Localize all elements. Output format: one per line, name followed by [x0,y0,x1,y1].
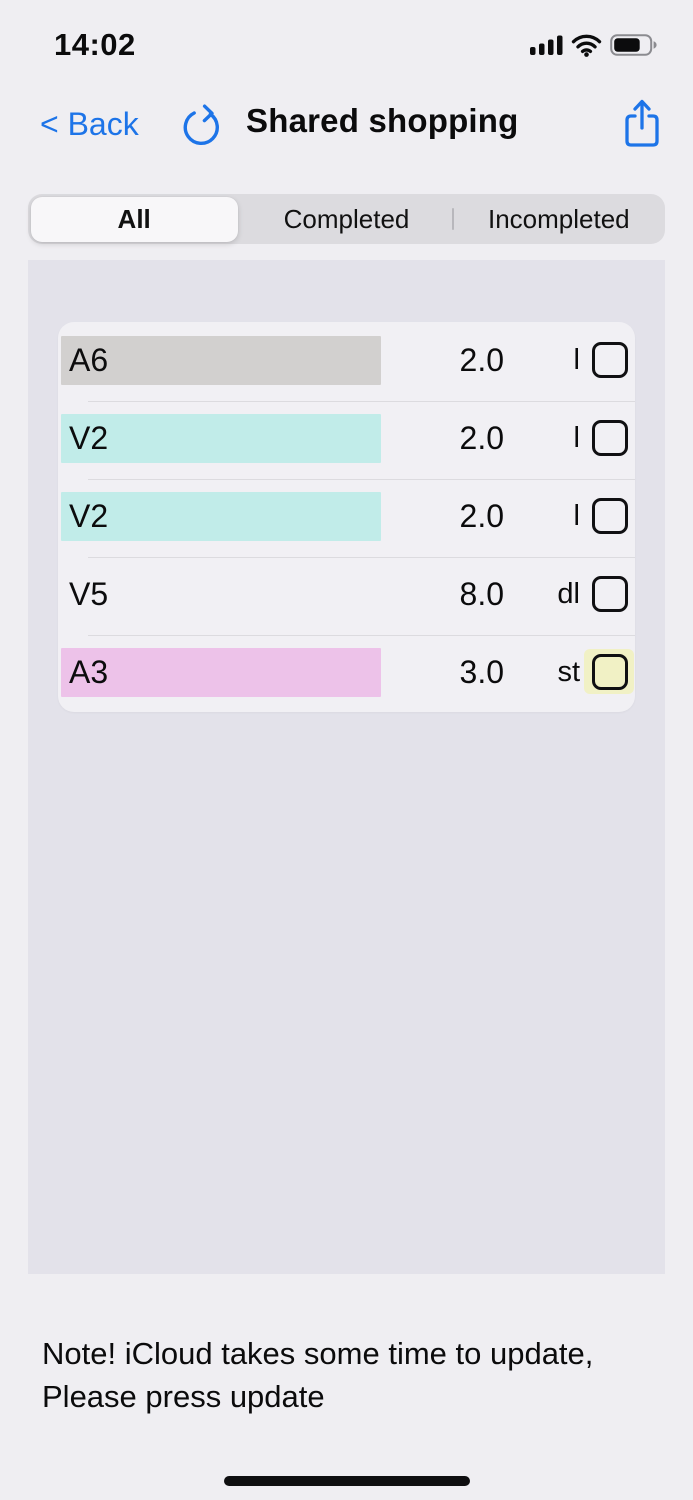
tab-label: All [117,203,151,234]
row-divider [88,635,635,636]
tab-completed[interactable]: Completed [240,194,452,244]
item-quantity: 2.0 [459,498,504,534]
item-name: V5 [69,576,109,612]
item-quantity: 8.0 [459,576,504,612]
page-title: Shared shopping [246,102,519,139]
item-checkbox[interactable] [592,654,628,690]
icloud-note: Note! iCloud takes some time to update, … [42,1336,594,1414]
item-checkbox[interactable] [592,342,628,378]
item-name-highlight: V5 [61,570,381,619]
list-item[interactable]: V2 2.0 l [58,414,635,463]
status-time: 14:02 [54,27,136,62]
share-icon[interactable] [620,97,664,151]
row-divider [88,479,635,480]
battery-icon [610,34,657,56]
cellular-signal-icon [530,35,563,55]
item-name-highlight: V2 [61,492,381,541]
item-name-highlight: A3 [61,648,381,697]
list-item[interactable]: V2 2.0 l [58,492,635,541]
back-button[interactable]: < Back [40,106,139,142]
list-item[interactable]: A6 2.0 l [58,336,635,385]
segment-divider [451,208,454,230]
item-quantity: 3.0 [459,654,504,690]
item-unit: l [573,422,580,454]
tab-label: Completed [283,203,410,234]
item-unit: dl [557,578,580,610]
item-unit: st [557,656,580,688]
item-name: V2 [69,498,109,534]
item-checkbox[interactable] [592,420,628,456]
status-icons [530,33,658,57]
item-name: A3 [69,654,109,690]
tab-label: Incompleted [487,203,630,234]
item-quantity: 2.0 [459,342,504,378]
item-unit: l [573,500,580,532]
item-checkbox[interactable] [592,498,628,534]
item-name-highlight: V2 [61,414,381,463]
wifi-icon [571,34,602,57]
shopping-list-card: A6 2.0 l V2 2.0 l V2 2.0 l V5 8.0 dl [58,322,635,712]
segment-thumb [30,196,238,242]
refresh-icon[interactable] [179,101,223,149]
row-divider [88,557,635,558]
segmented-control[interactable]: All Completed Incompleted [28,194,665,244]
list-item[interactable]: V5 8.0 dl [58,570,635,619]
item-name: V2 [69,420,109,456]
item-name-highlight: A6 [61,336,381,385]
item-unit: l [573,344,580,376]
tab-incompleted[interactable]: Incompleted [453,194,665,244]
row-divider [88,401,635,402]
list-background: A6 2.0 l V2 2.0 l V2 2.0 l V5 8.0 dl [28,260,665,1274]
item-checkbox[interactable] [592,576,628,612]
item-name: A6 [69,342,109,378]
tab-all[interactable]: All [28,194,240,244]
item-quantity: 2.0 [459,420,504,456]
list-item[interactable]: A3 3.0 st [58,648,635,697]
home-indicator[interactable] [223,1476,470,1486]
